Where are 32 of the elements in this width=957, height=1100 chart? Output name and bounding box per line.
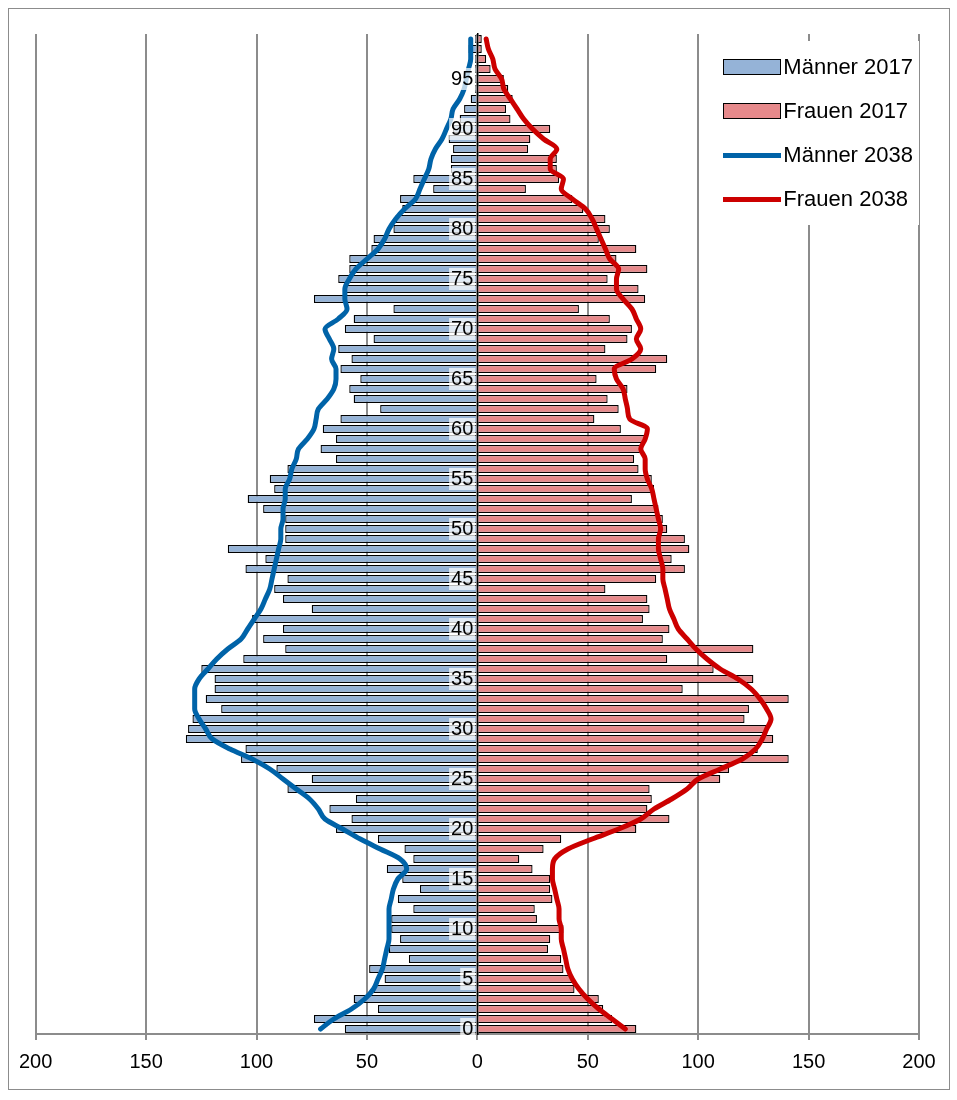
x-tick-label: 200 [902,1049,936,1072]
y-tick-label: 80 [451,216,474,239]
y-tick-label: 25 [451,766,474,789]
legend-label: Männer 2017 [783,54,913,80]
y-tick-label: 15 [451,866,474,889]
x-tick-label: 150 [129,1049,163,1072]
y-tick-label: 0 [462,1016,474,1039]
x-tick-label: 50 [355,1049,379,1072]
y-tick-label: 40 [451,616,474,639]
x-tick-label: 200 [19,1049,53,1072]
y-tick-label: 5 [462,966,474,989]
legend-label: Frauen 2017 [783,98,909,124]
x-tick-label: 50 [576,1049,599,1072]
y-tick-label: 75 [451,266,474,289]
y-tick-label: 65 [451,366,474,389]
y-tick-label: 55 [451,466,474,489]
y-tick-label: 95 [451,66,474,89]
y-tick-label: 50 [451,516,474,539]
y-tick-label: 60 [451,416,474,439]
y-tick-label: 90 [451,116,474,139]
x-tick-label: 100 [239,1049,274,1072]
y-tick-label: 30 [451,716,474,739]
y-tick-label: 10 [451,916,474,939]
legend-label: Frauen 2038 [783,186,909,212]
y-tick-label: 20 [451,816,474,839]
y-tick-label: 85 [451,166,474,189]
y-tick-label: 35 [451,666,474,689]
x-tick-label: 100 [681,1049,715,1072]
y-tick-label: 45 [451,566,474,589]
legend-label: Männer 2038 [783,142,913,168]
y-tick-label: 70 [451,316,474,339]
x-tick-label: 150 [791,1049,826,1072]
